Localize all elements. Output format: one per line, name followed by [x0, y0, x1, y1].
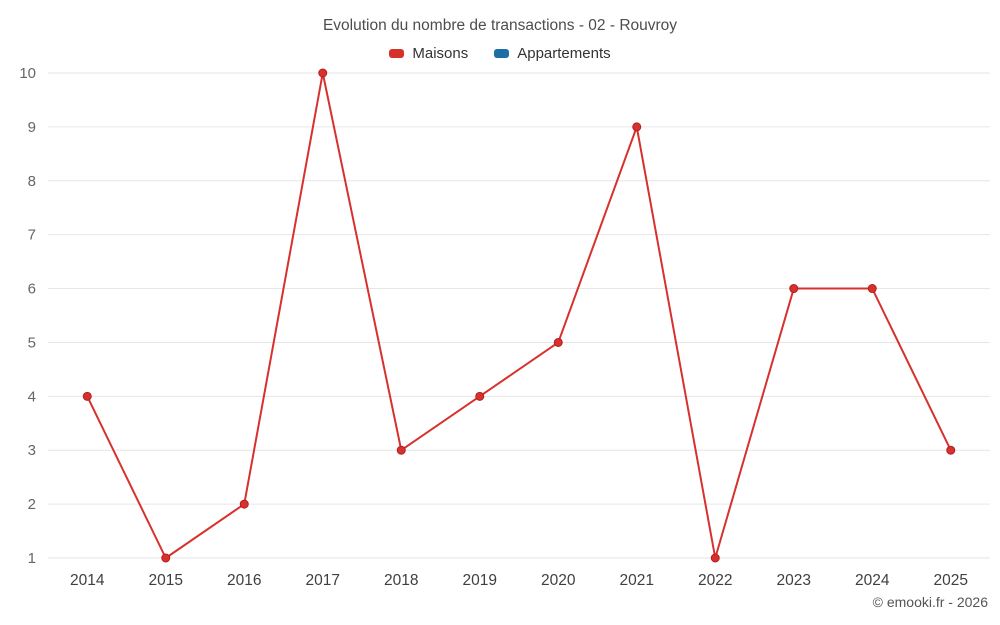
legend-item-appartements[interactable]: Appartements	[494, 45, 611, 62]
maisons-swatch-icon	[389, 49, 405, 58]
y-tick-label: 9	[28, 119, 36, 136]
appartements-swatch-icon	[494, 49, 510, 58]
data-point[interactable]	[318, 68, 328, 78]
legend-item-maisons[interactable]: Maisons	[389, 45, 468, 62]
chart-title: Evolution du nombre de transactions - 02…	[322, 17, 678, 34]
data-point[interactable]	[710, 553, 720, 563]
y-tick-label: 6	[28, 281, 36, 298]
y-tick-label: 8	[28, 173, 36, 190]
legend-label-maisons: Maisons	[412, 45, 469, 62]
y-tick-label: 5	[28, 334, 36, 351]
x-tick-label: 2025	[934, 572, 968, 589]
data-point[interactable]	[82, 391, 92, 401]
x-tick-label: 2014	[70, 572, 105, 589]
x-tick-label: 2020	[541, 572, 576, 589]
data-point[interactable]	[632, 122, 642, 132]
x-tick-label: 2019	[463, 572, 497, 589]
data-point[interactable]	[239, 499, 249, 509]
x-tick-label: 2015	[149, 572, 183, 589]
x-tick-label: 2021	[620, 572, 654, 589]
y-tick-label: 3	[28, 442, 36, 459]
data-point[interactable]	[161, 553, 171, 563]
data-point[interactable]	[475, 391, 485, 401]
x-tick-label: 2024	[855, 572, 890, 589]
legend: Maisons Appartements	[0, 45, 1000, 62]
data-point[interactable]	[867, 284, 877, 294]
x-tick-label: 2016	[227, 572, 261, 589]
y-tick-label: 10	[19, 65, 36, 82]
y-tick-label: 1	[28, 550, 36, 567]
y-tick-label: 7	[28, 227, 36, 244]
x-tick-label: 2018	[384, 572, 418, 589]
copyright: © emooki.fr - 2026	[872, 594, 988, 610]
x-tick-label: 2022	[698, 572, 732, 589]
data-point[interactable]	[396, 445, 406, 455]
series-line-maisons	[86, 72, 952, 559]
data-point[interactable]	[553, 337, 563, 347]
data-point[interactable]	[789, 284, 799, 294]
y-tick-label: 4	[28, 388, 36, 405]
x-tick-label: 2023	[777, 572, 811, 589]
y-tick-label: 2	[28, 496, 36, 513]
data-point[interactable]	[946, 445, 956, 455]
x-tick-label: 2017	[306, 572, 340, 589]
legend-label-appartements: Appartements	[517, 45, 611, 62]
